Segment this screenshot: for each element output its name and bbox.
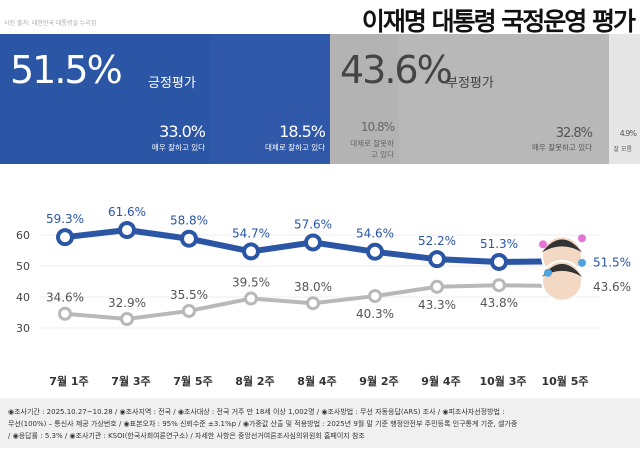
y-tick-label: 60 [16, 229, 30, 242]
data-point-center [309, 299, 317, 308]
hair-icon [542, 263, 582, 277]
data-label: 51.5% [593, 255, 631, 269]
very-bad-label: 매우 잘못하고 있다 [532, 143, 592, 152]
data-label: 34.6% [46, 291, 84, 305]
x-tick-label: 9월 4주 [421, 374, 460, 388]
data-label: 51.3% [480, 237, 518, 251]
data-point-center [122, 225, 132, 236]
segment-very-good [0, 34, 210, 164]
segment-very-bad [399, 34, 609, 164]
data-label: 43.3% [418, 298, 456, 312]
photo-credit: 사진 출처: 대한민국 대통령실 누리집 [4, 20, 97, 27]
data-label: 52.2% [418, 234, 456, 248]
data-point-center [370, 246, 380, 257]
negative-label: 부정평가 [446, 76, 494, 91]
segment-fairly-bad [330, 34, 399, 164]
data-label: 43.8% [480, 296, 518, 310]
y-tick-label: 40 [16, 291, 30, 304]
data-point-center [246, 246, 256, 257]
data-label: 39.5% [232, 276, 270, 290]
data-label: 54.7% [232, 226, 270, 240]
segment-unknown [609, 34, 640, 164]
data-label: 61.6% [108, 205, 146, 219]
sweat-drop-icon [578, 258, 586, 267]
data-point-center [185, 306, 193, 315]
footnote-line: 무선(100%) – 통신사 제공 가상번호 / ◉표본오차 : 95% 신뢰수… [8, 420, 518, 428]
footnote-line: ◉조사기간 : 2025.10.27~10.28 / ◉조사지역 : 전국 / … [8, 408, 505, 416]
very-good-label: 매우 잘하고 있다 [151, 143, 205, 152]
heart-icon [539, 240, 547, 249]
data-point-center [495, 281, 503, 290]
very-bad-value: 32.8% [555, 126, 593, 141]
trend-chart: 30 40 50 60 7월 1주 7월 3주 7월 5주 8월 2주 8월 4주 9월 2주 9월… [16, 205, 631, 388]
unknown-label: 잘 모름 [613, 146, 632, 153]
data-label: 35.5% [170, 288, 208, 302]
x-tick-label: 9월 2주 [359, 374, 398, 388]
summary-bar: 51.5% 긍정평가 43.6% 부정평가 33.0% 매우 잘하고 있다 18… [0, 34, 640, 164]
data-point-center [247, 294, 255, 303]
fairly-bad-value: 10.8% [360, 120, 395, 134]
fairly-bad-label: 대체로 잘못하고 있다 [350, 139, 394, 159]
data-label: 54.6% [356, 227, 394, 241]
data-point-center [184, 233, 194, 244]
x-tick-label: 8월 2주 [235, 374, 274, 388]
data-point-center [61, 309, 69, 318]
x-tick-label: 10월 3주 [479, 374, 526, 388]
x-tick-label: 7월 5주 [173, 374, 212, 388]
unknown-value: 4.9% [619, 129, 637, 138]
data-label: 59.3% [46, 212, 84, 226]
negative-value: 43.6% [340, 48, 453, 92]
page-title: 이재명 대통령 국정운영 평가 [361, 7, 636, 36]
segment-fairly-good [210, 34, 330, 164]
heart-icon [578, 234, 586, 243]
data-point-center [432, 254, 442, 265]
x-tick-label: 7월 1주 [49, 374, 88, 388]
x-tick-label: 8월 4주 [297, 374, 336, 388]
x-tick-label: 10월 5주 [541, 374, 588, 388]
fairly-good-label: 대체로 잘하고 있다 [265, 143, 325, 152]
hair-icon [542, 239, 582, 253]
data-point-center [371, 292, 379, 301]
y-tick-label: 30 [16, 322, 30, 335]
data-point-center [494, 256, 504, 267]
data-label: 40.3% [356, 307, 394, 321]
x-tick-label: 7월 3주 [111, 374, 150, 388]
positive-value: 51.5% [10, 48, 123, 92]
footnote-line: / ◉응답률 : 5.3% / ◉조사기관 : KSOI(한국사회여론연구소) … [8, 432, 365, 440]
data-label: 58.8% [170, 214, 208, 228]
very-good-value: 33.0% [159, 122, 206, 141]
sweat-drop-icon [544, 268, 552, 277]
survey-footnote: ◉조사기간 : 2025.10.27~10.28 / ◉조사지역 : 전국 / … [0, 398, 640, 448]
positive-label: 긍정평가 [148, 76, 196, 91]
data-point-center [308, 237, 318, 248]
data-point-center [123, 315, 131, 324]
data-label: 43.6% [593, 280, 631, 294]
data-point-center [433, 282, 441, 291]
data-point-center [60, 232, 70, 243]
data-label: 38.0% [294, 280, 332, 294]
y-tick-label: 50 [16, 260, 30, 273]
data-label: 32.9% [108, 296, 146, 310]
data-label: 57.6% [294, 217, 332, 231]
fairly-good-value: 18.5% [279, 122, 326, 141]
